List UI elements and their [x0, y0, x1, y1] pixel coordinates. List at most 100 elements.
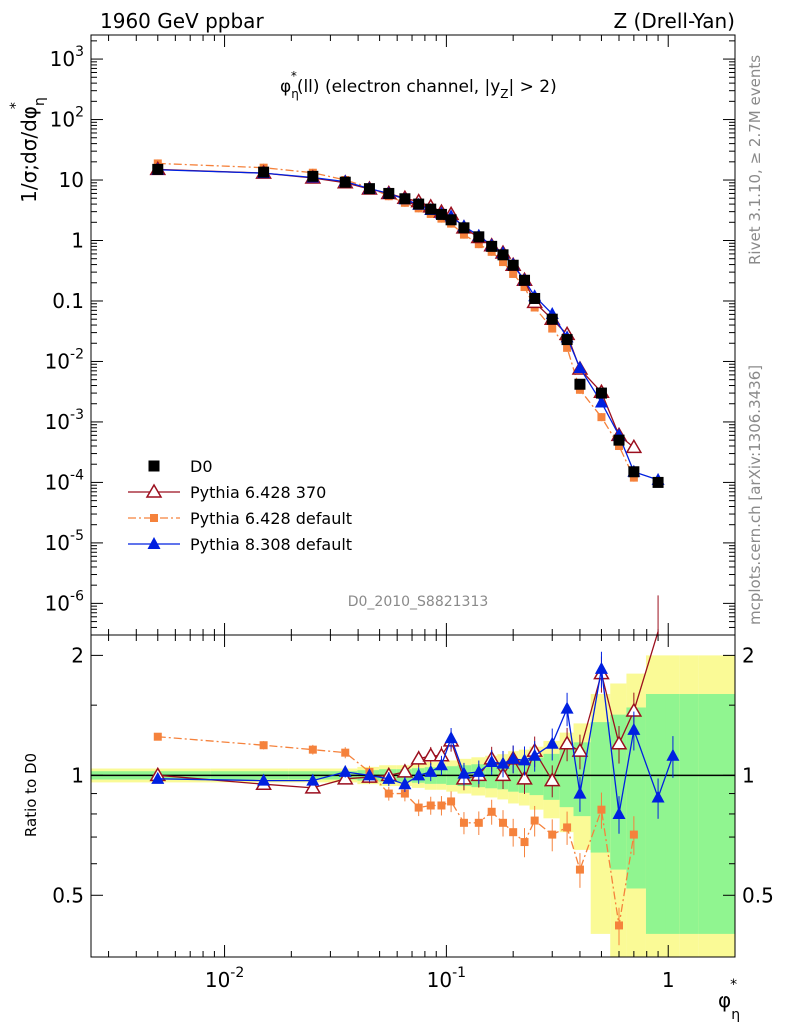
ratio-y-tick-label-right: 2 — [742, 643, 755, 667]
data-point — [414, 803, 423, 812]
data-point — [528, 748, 542, 761]
data-point — [363, 183, 375, 195]
data-point — [545, 736, 559, 749]
data-point — [472, 764, 486, 777]
data-point — [573, 360, 587, 373]
data-point — [473, 231, 485, 243]
data-point — [627, 722, 641, 735]
ratio-band-inner — [610, 714, 627, 870]
data-point — [497, 249, 509, 261]
data-point — [615, 442, 624, 451]
data-point — [597, 805, 606, 814]
data-point — [338, 764, 352, 777]
data-point — [507, 259, 519, 271]
ratio-band-inner — [529, 757, 544, 796]
data-point — [382, 771, 396, 784]
y-tick-label: 10-3 — [45, 407, 84, 434]
data-point — [410, 750, 427, 765]
data-point — [575, 385, 584, 394]
data-point — [151, 771, 165, 784]
data-point — [153, 732, 162, 741]
ratio-y-tick-label: 2 — [71, 643, 84, 667]
data-point — [307, 170, 319, 182]
data-point — [625, 438, 643, 454]
series-d0 — [152, 163, 664, 488]
legend-entry: Pythia 8.308 default — [128, 535, 352, 554]
legend-entry: Pythia 6.428 default — [128, 509, 352, 528]
ratio-series-pythia-6-428-default — [153, 732, 638, 946]
data-point — [548, 324, 557, 333]
data-point — [506, 751, 520, 764]
data-point — [447, 797, 456, 806]
data-point — [516, 770, 533, 785]
ratio-y-tick-label-right: 1 — [742, 763, 755, 787]
data-point — [474, 818, 483, 827]
data-point — [308, 745, 317, 754]
data-point — [150, 514, 158, 522]
legend-label: Pythia 6.428 370 — [190, 483, 326, 502]
series-line — [157, 168, 635, 448]
data-point — [435, 208, 447, 220]
data-point — [652, 476, 664, 488]
data-point — [434, 758, 448, 771]
data-point — [152, 163, 164, 175]
data-point — [487, 807, 496, 816]
data-point — [558, 735, 576, 750]
legend: D0 Pythia 6.428 370 Pythia 6.428 default Py… — [128, 457, 352, 554]
data-point — [520, 838, 529, 847]
data-point — [651, 790, 665, 803]
data-point — [336, 770, 354, 785]
y-tick-label: 10 — [59, 168, 84, 192]
data-point — [575, 865, 584, 874]
series-pythia-6-428-default — [153, 159, 638, 482]
data-point — [499, 818, 508, 827]
data-point — [304, 779, 322, 794]
data-point — [594, 395, 608, 408]
ratio-band-inner — [590, 722, 611, 853]
data-point — [597, 413, 606, 422]
data-point — [594, 661, 608, 674]
side-rivet: Rivet 3.1.10, ≥ 2.7M events — [746, 55, 764, 265]
data-point — [571, 742, 589, 757]
analysis-id: D0_2010_S8821313 — [348, 594, 489, 610]
side-mcplots: mcplots.cern.ch [arXiv:1306.3436] — [746, 365, 764, 625]
y-tick-label: 10-5 — [45, 528, 84, 555]
data-point — [412, 768, 426, 781]
data-point — [413, 198, 425, 210]
series-pythia-8-308-default — [151, 162, 665, 485]
data-point — [398, 777, 412, 790]
data-point — [259, 741, 268, 750]
legend-label: Pythia 6.428 default — [190, 509, 352, 528]
data-point — [424, 764, 438, 777]
data-point — [563, 343, 572, 352]
ratio-y-tick-label: 0.5 — [52, 883, 84, 907]
y-tick-label: 10-4 — [45, 467, 85, 494]
data-point — [628, 466, 640, 478]
data-point — [561, 334, 573, 346]
legend-label: D0 — [190, 457, 213, 476]
data-point — [486, 240, 498, 252]
data-point — [362, 768, 376, 781]
data-point — [574, 378, 586, 390]
data-point — [518, 753, 532, 766]
x-tick-label: 10-1 — [427, 965, 466, 992]
y-tick-label: 1 — [71, 229, 84, 253]
ratio-panel: 10-2 10-1 1 0.5 0.5 1 1 2 2 — [52, 595, 774, 992]
y-tick-label: 0.1 — [52, 289, 84, 313]
data-point — [543, 772, 561, 787]
data-point — [400, 789, 409, 798]
data-point — [613, 434, 625, 446]
data-point — [383, 187, 395, 199]
data-point — [563, 823, 572, 832]
data-point — [573, 786, 587, 799]
ylabel-main: 1/σ;dσ/dφη* — [8, 97, 48, 203]
data-point — [147, 537, 161, 549]
main-frame — [90, 34, 736, 636]
ratio-band-inner — [559, 748, 574, 808]
ratio-band-inner — [645, 693, 666, 934]
ratio-band-inner — [665, 693, 680, 934]
data-point — [530, 816, 539, 825]
data-point — [519, 274, 531, 286]
ratio-frame — [90, 634, 736, 958]
